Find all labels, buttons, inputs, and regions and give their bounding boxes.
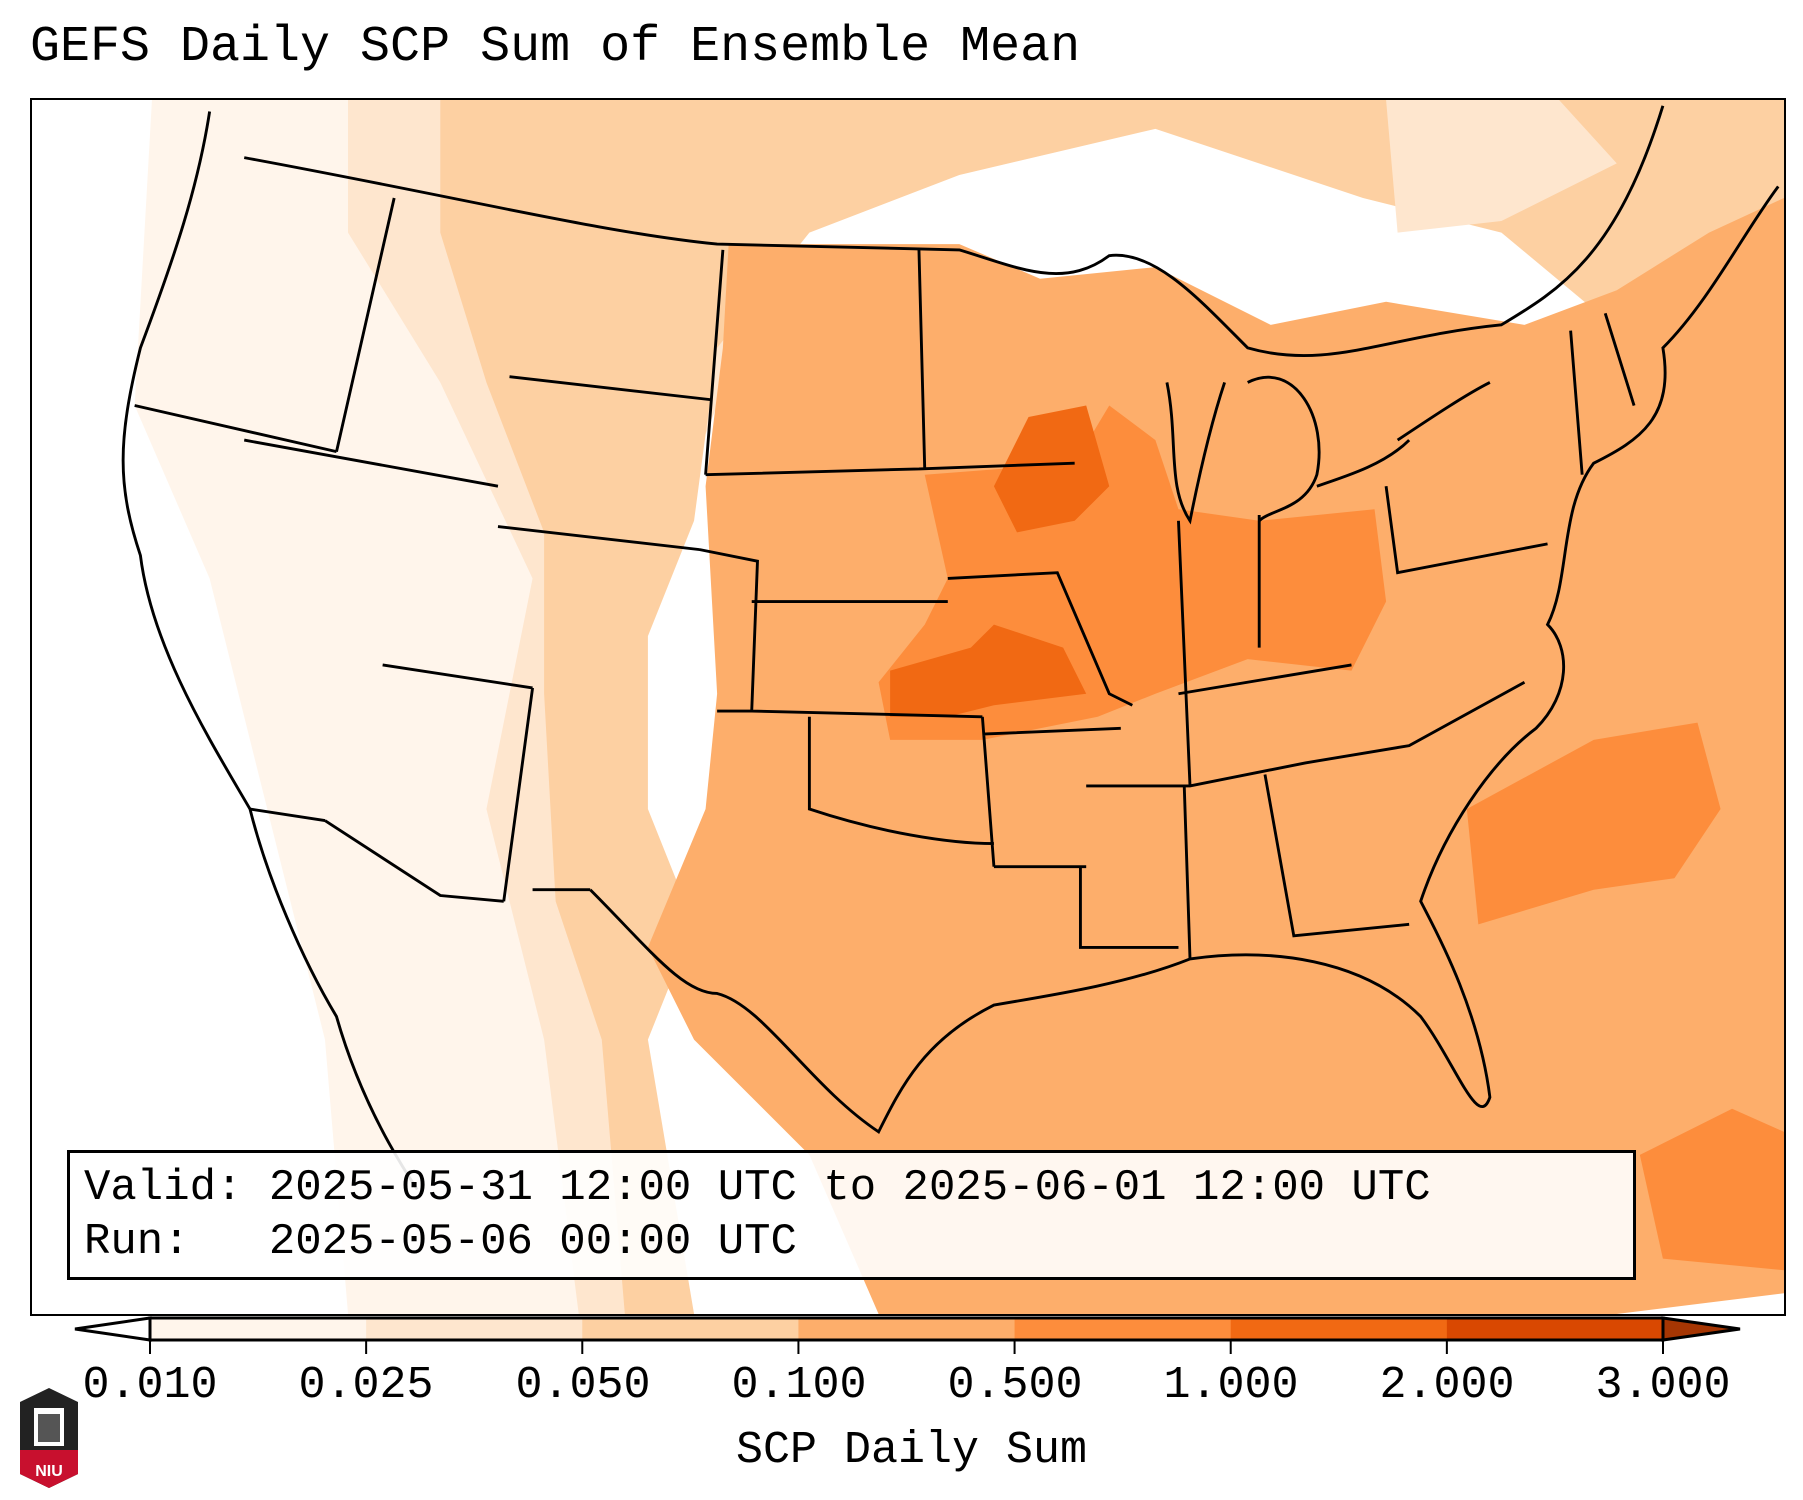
colorbar-under-extension [74,1316,152,1342]
west-coast [121,111,419,1191]
valid-label: Valid: [84,1163,243,1213]
field-dark-atlantic [1466,722,1721,925]
colorbar-segment [582,1318,799,1340]
canada-border [243,105,1665,358]
colorbar-segment [1446,1318,1664,1340]
colorbar-label: SCP Daily Sum [735,1425,1088,1476]
colorbar-tick-label: 0.050 [515,1360,651,1411]
coastlines-and-borders [121,105,1780,1191]
logo-text: NIU [35,1463,63,1480]
colorbar-tick-label: 1.000 [1163,1360,1299,1411]
field-dark-bahamas [1639,1108,1784,1271]
scp-heatmap [121,100,1784,1314]
niu-logo: NIU [20,1388,78,1488]
colorbar-tick-label: 0.010 [82,1360,218,1411]
valid-time-range: 2025-05-31 12:00 UTC to 2025-06-01 12:00… [268,1163,1431,1213]
colorbar-tick-label: 2.000 [1379,1360,1515,1411]
map-plot-area [30,98,1786,1316]
colorbar-over-extension [1661,1316,1741,1342]
field-light-patch [1386,100,1617,233]
colorbar-tick-label: 3.000 [1595,1360,1731,1411]
colorbar-segment [1014,1318,1232,1340]
state-lines [134,197,1636,959]
field-very-dark-kansas-oklahoma [890,624,1087,717]
run-time: 2025-05-06 00:00 UTC [268,1217,797,1267]
field-very-dark-iowa [993,405,1110,533]
colorbar-tick-label: 0.100 [731,1360,867,1411]
colorbar-outline [148,1316,1665,1342]
colorbar [74,1316,1741,1354]
gulf-and-east-coast [589,185,1780,1134]
run-label: Run: [84,1217,190,1267]
great-lakes [1165,375,1491,525]
colorbar-tick-label: 0.025 [298,1360,434,1411]
colorbar-segment [1230,1318,1448,1340]
valid-run-info-box: Valid: 2025-05-31 12:00 UTC to 2025-06-0… [67,1150,1636,1280]
colorbar-segment [366,1318,583,1340]
colorbar-segment [798,1318,1016,1340]
chart-title: GEFS Daily SCP Sum of Ensemble Mean [30,19,1081,76]
colorbar-tick-label: 0.500 [947,1360,1083,1411]
colorbar-segment [150,1318,367,1340]
